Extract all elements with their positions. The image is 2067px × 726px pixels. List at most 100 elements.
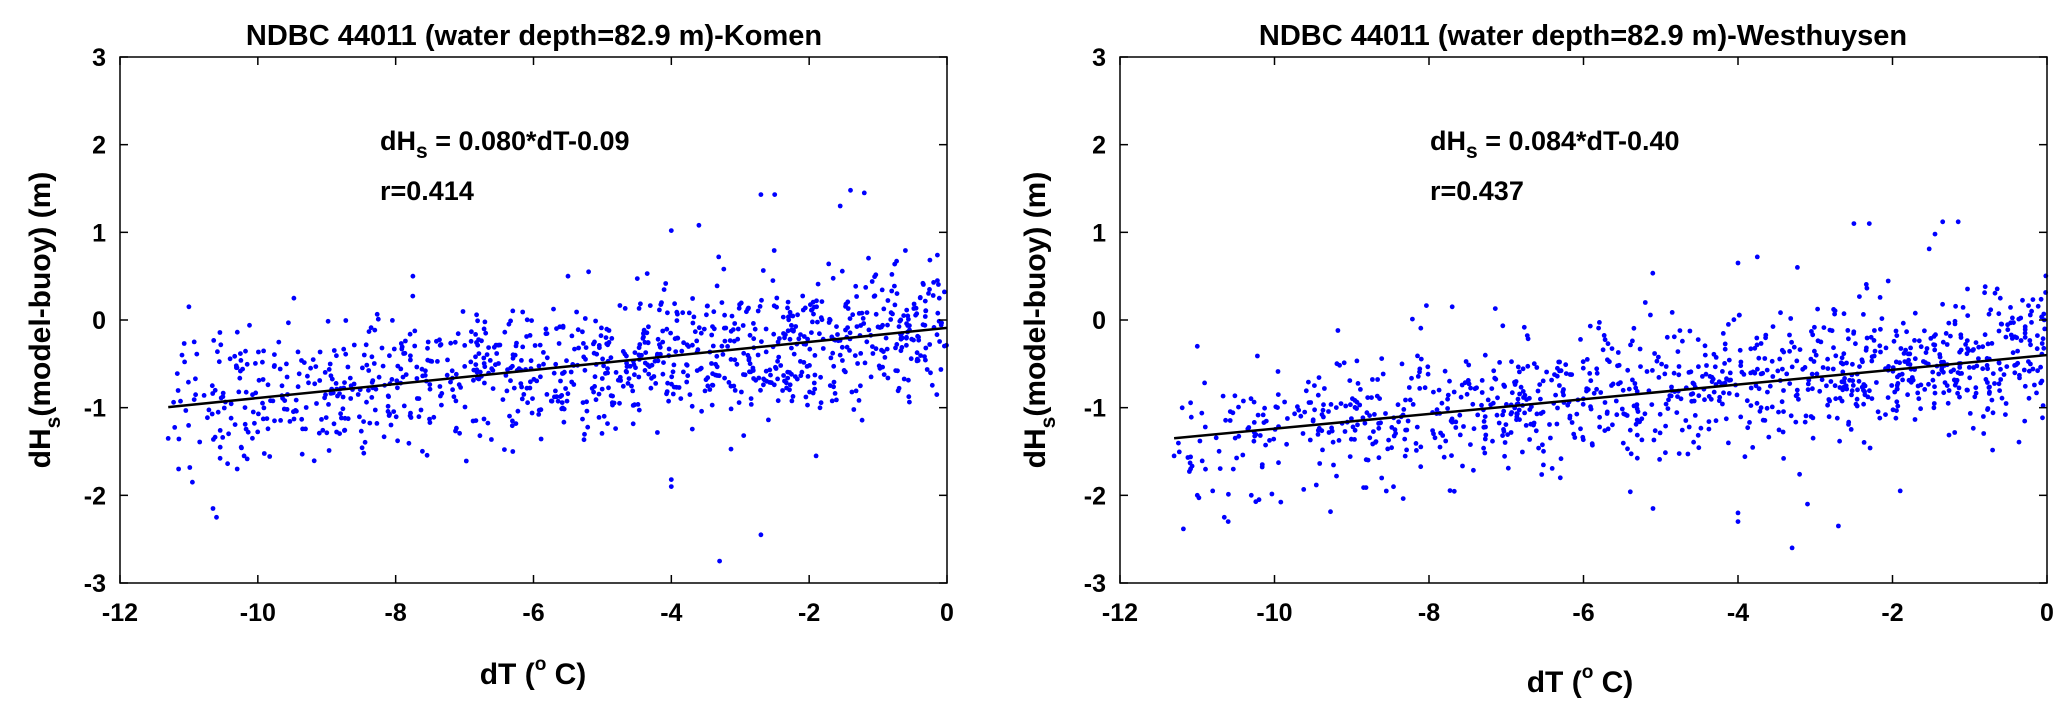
data-point <box>758 387 763 393</box>
data-point <box>725 344 730 349</box>
data-point <box>922 354 927 359</box>
data-point <box>1598 390 1604 395</box>
data-point <box>1517 369 1522 375</box>
data-point <box>817 331 822 337</box>
data-point <box>1315 392 1321 398</box>
data-point <box>1302 409 1308 415</box>
data-point <box>1580 437 1586 443</box>
data-point <box>1726 322 1731 327</box>
data-point <box>581 437 587 443</box>
data-point <box>1883 412 1888 417</box>
data-point <box>408 357 413 363</box>
data-point <box>265 382 271 388</box>
data-point <box>1726 357 1732 363</box>
data-point <box>1912 310 1918 316</box>
data-point <box>1445 396 1450 402</box>
data-point <box>1686 424 1692 430</box>
data-point <box>664 326 670 332</box>
data-point <box>1445 406 1450 411</box>
data-point <box>366 329 372 334</box>
data-point <box>1854 396 1860 402</box>
data-point <box>710 343 716 349</box>
data-point <box>1846 419 1852 425</box>
data-point <box>726 380 732 385</box>
data-point <box>234 329 240 335</box>
data-point <box>858 351 864 356</box>
data-point <box>423 368 428 374</box>
data-point <box>617 303 623 308</box>
data-point <box>1869 358 1875 364</box>
data-point <box>2004 364 2010 369</box>
data-point <box>1620 440 1626 446</box>
data-point <box>341 346 347 352</box>
data-point <box>1828 379 1834 384</box>
data-point <box>624 360 629 366</box>
data-point <box>751 336 757 342</box>
data-point <box>1861 440 1867 445</box>
data-point <box>1669 384 1674 390</box>
y-tick-label: 1 <box>92 219 106 247</box>
data-point <box>427 386 433 392</box>
data-point <box>1832 383 1838 389</box>
data-point <box>410 273 416 279</box>
data-point <box>1596 325 1601 331</box>
data-point <box>181 341 187 346</box>
data-point <box>716 254 722 260</box>
data-point <box>1769 404 1775 410</box>
data-point <box>1483 424 1488 430</box>
data-point <box>862 360 868 366</box>
data-point <box>1422 385 1428 391</box>
data-point <box>582 431 587 437</box>
data-point <box>1980 344 1986 350</box>
data-point <box>1534 365 1540 370</box>
data-point <box>1464 391 1470 397</box>
data-point <box>232 353 238 359</box>
data-point <box>763 349 769 355</box>
data-point <box>1915 390 1921 396</box>
data-point <box>1958 335 1964 340</box>
data-point <box>1278 499 1284 505</box>
data-point <box>455 331 461 337</box>
data-point <box>678 396 684 401</box>
data-point <box>1948 333 1953 339</box>
data-point <box>717 558 722 564</box>
data-point <box>398 366 404 372</box>
data-point <box>1492 375 1498 381</box>
data-point <box>394 378 400 384</box>
data-point <box>1814 371 1820 377</box>
data-point <box>1471 426 1477 432</box>
data-point <box>696 325 702 331</box>
data-point <box>1666 397 1671 403</box>
data-point <box>2038 364 2043 370</box>
data-point <box>1906 357 1911 363</box>
data-point <box>1696 364 1701 370</box>
data-point <box>888 317 894 322</box>
data-point <box>454 425 459 431</box>
data-point <box>241 453 247 459</box>
data-point <box>277 366 283 372</box>
y-tick-label: -2 <box>84 482 106 510</box>
data-point <box>1468 385 1473 391</box>
data-point <box>1713 418 1719 424</box>
data-point <box>1941 390 1947 396</box>
data-point <box>1315 432 1321 437</box>
data-point <box>412 328 418 334</box>
data-point <box>1671 370 1677 376</box>
data-point <box>1826 414 1832 420</box>
data-point <box>920 280 926 286</box>
data-point <box>2032 382 2037 388</box>
data-point <box>1999 395 2005 401</box>
data-point <box>1357 402 1363 408</box>
data-point <box>551 370 557 376</box>
data-point <box>918 353 923 358</box>
data-point <box>325 318 331 324</box>
data-point <box>474 369 480 375</box>
data-point <box>875 324 881 330</box>
data-point <box>1738 414 1744 420</box>
data-point <box>864 310 870 315</box>
data-point <box>853 283 859 289</box>
data-point <box>558 394 563 399</box>
data-point <box>391 346 397 352</box>
x-tick-label: -12 <box>1102 599 1138 627</box>
data-point <box>684 342 690 348</box>
